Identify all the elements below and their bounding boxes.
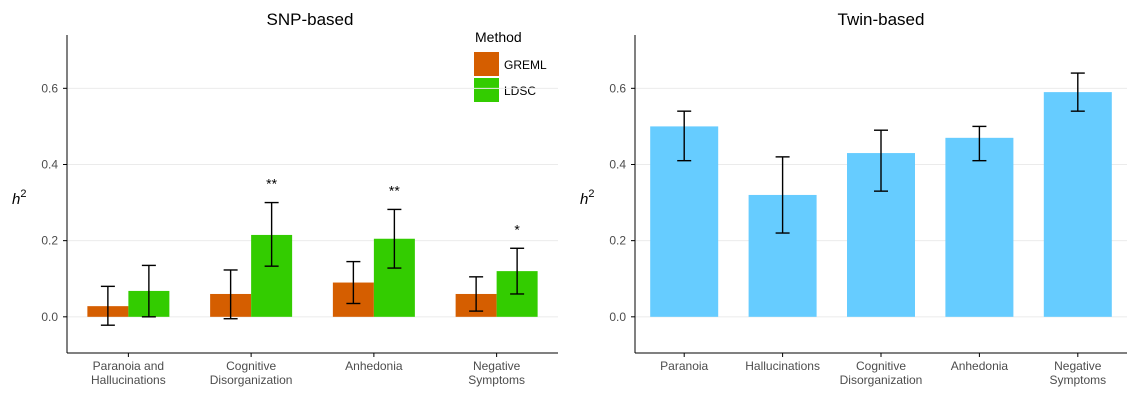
y-axis-label: h2 [12,188,26,208]
significance-label: ** [389,182,400,198]
legend-swatch-ldsc [474,78,499,102]
x-tick-label: Negative Symptoms [468,359,525,387]
legend-title: Method [475,29,522,45]
significance-label: ** [266,176,277,192]
y-tick-label: 0.6 [41,81,58,95]
x-tick-label: Paranoia and Hallucinations [91,359,166,387]
y-tick-label: 0.0 [609,310,626,324]
x-tick-label: Cognitive Disorganization [210,359,293,387]
bar [1043,92,1112,317]
y-tick-label: 0.2 [41,234,58,248]
x-tick-label: Anhedonia [951,359,1009,373]
y-tick-label: 0.0 [41,310,58,324]
x-tick-label: Cognitive Disorganization [840,359,923,387]
legend-label-ldsc: LDSC [504,84,536,98]
bar [945,137,1014,317]
legend-label-greml: GREML [504,58,547,72]
significance-label: * [514,221,520,237]
twin-based-panel: Twin-based h2 0.0 0.2 0.4 0.6 Paranoia Halluc… [580,10,1127,387]
legend-swatch-greml [474,52,499,76]
y-tick-label: 0.4 [609,157,626,171]
y-tick-label: 0.2 [609,234,626,248]
legend: Method GREML LDSC [474,29,547,102]
y-axis-label: h2 [580,188,594,208]
x-tick-label: Hallucinations [745,359,820,373]
chart-title: SNP-based [267,10,354,29]
y-tick-label: 0.4 [41,157,58,171]
x-tick-label: Negative Symptoms [1049,359,1106,387]
chart-title: Twin-based [838,10,925,29]
snp-based-panel: SNP-based h2 Method GREML LDSC 0.0 0.2 0.4… [12,10,558,387]
x-tick-label: Paranoia [660,359,708,373]
y-tick-label: 0.6 [609,81,626,95]
x-tick-label: Anhedonia [345,359,403,373]
